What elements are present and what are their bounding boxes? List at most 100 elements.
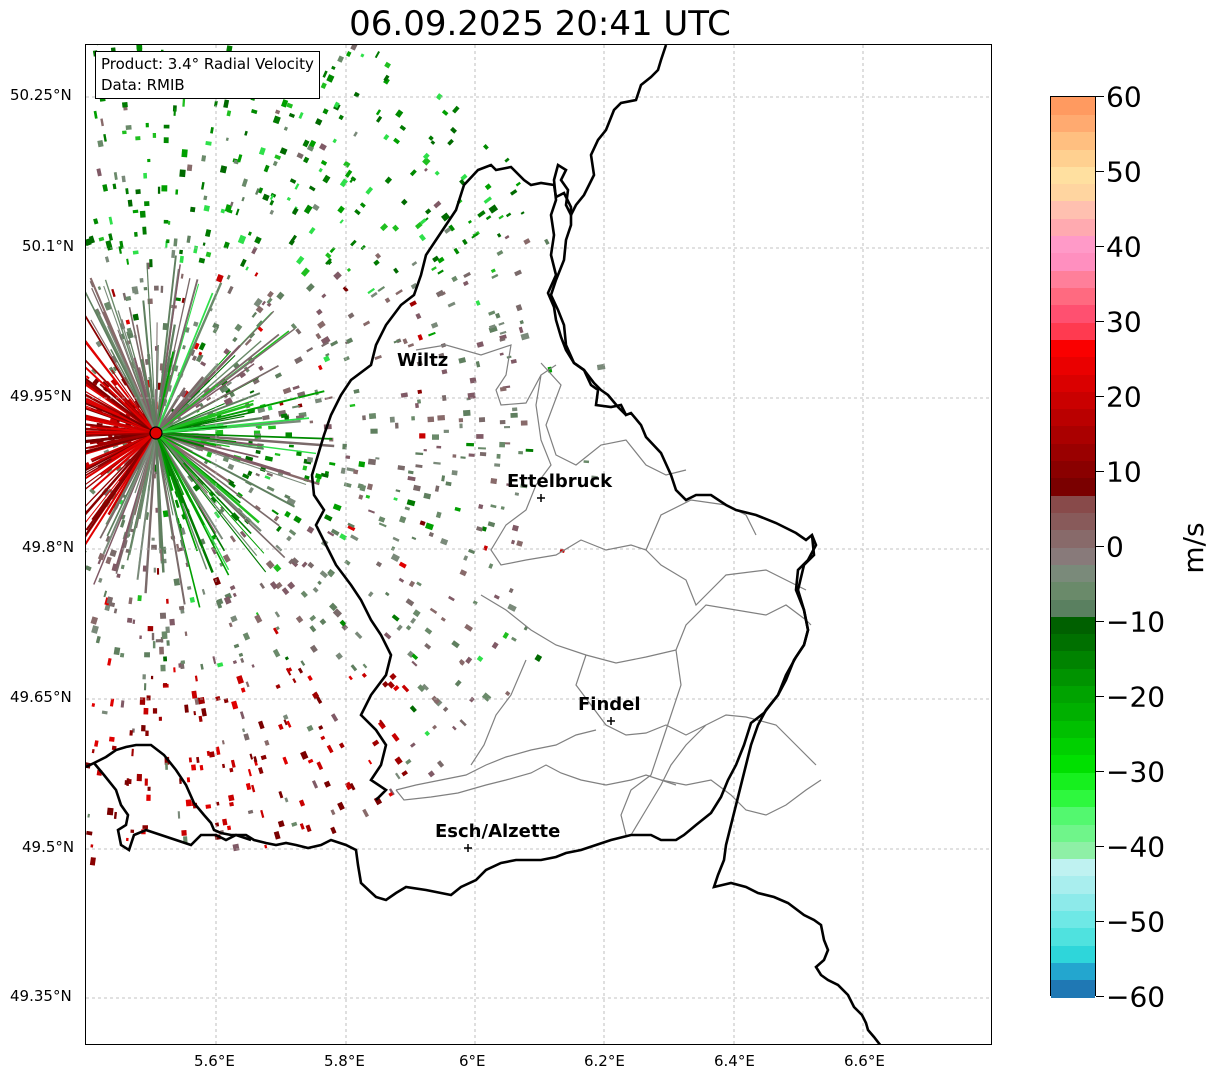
radar-echo-cell xyxy=(191,355,197,362)
radar-echo-cell xyxy=(258,720,265,730)
radar-echo-cell xyxy=(258,147,266,156)
map-area[interactable] xyxy=(85,44,992,1045)
city-label-esch-alzette: Esch/Alzette xyxy=(435,821,561,842)
radar-echo-cell xyxy=(156,568,160,575)
radar-echo-cell xyxy=(189,596,195,603)
canton-border xyxy=(705,714,817,766)
radar-echo-cell xyxy=(343,482,352,488)
radar-echo-cell xyxy=(91,368,98,375)
radar-ray xyxy=(155,340,262,434)
radar-echo-cell xyxy=(504,690,511,697)
radar-echo-cell xyxy=(378,516,386,523)
radar-echo-cell xyxy=(181,830,187,836)
radar-echo-cell xyxy=(428,531,434,538)
colorbar-tick-label: 0 xyxy=(1106,530,1124,564)
colorbar-segment xyxy=(1051,183,1095,202)
radar-echo-cell xyxy=(488,204,499,214)
radar-echo-cell xyxy=(339,619,347,627)
radar-ray xyxy=(86,432,157,531)
radar-echo-cell xyxy=(312,203,320,212)
radar-echo-cell xyxy=(311,780,319,789)
radar-echo-cell xyxy=(206,396,212,402)
radar-echo-cell xyxy=(266,485,275,492)
radar-echo-cell xyxy=(266,297,273,304)
radar-echo-cell xyxy=(157,186,161,194)
radar-ray xyxy=(155,424,271,434)
radar-echo-cell xyxy=(212,322,220,330)
colorbar-segment xyxy=(1051,893,1095,912)
radar-echo-cell xyxy=(257,187,264,194)
radar-echo-cell xyxy=(233,362,241,370)
radar-echo-cell xyxy=(431,266,437,272)
colorbar-segment xyxy=(1051,737,1095,756)
city-marker-icon xyxy=(537,494,545,502)
lon-label: 6.4°E xyxy=(714,1052,755,1070)
radar-echo-cell xyxy=(411,261,418,267)
radar-echo-cell xyxy=(264,844,268,849)
radar-ray xyxy=(86,406,157,434)
radar-echo-cell xyxy=(319,570,329,579)
radar-echo-cell xyxy=(223,348,230,355)
radar-echo-cell xyxy=(162,510,169,518)
colorbar-segment xyxy=(1051,322,1095,340)
radar-echo-cell xyxy=(462,280,469,287)
radar-echo-cell xyxy=(375,252,382,260)
radar-ray xyxy=(146,263,157,434)
radar-ray xyxy=(155,255,177,434)
radar-echo-cell xyxy=(384,297,391,304)
colorbar-segment xyxy=(1051,772,1095,790)
radar-echo-cell xyxy=(314,397,322,404)
radar-echo-cell xyxy=(175,189,179,195)
radar-echo-cell xyxy=(223,397,233,406)
radar-echo-cell xyxy=(144,358,149,366)
radar-echo-cell xyxy=(136,45,143,50)
radar-echo-cell xyxy=(452,105,460,114)
radar-echo-cell xyxy=(126,617,133,623)
colorbar-tick-label: −10 xyxy=(1106,605,1166,639)
radar-echo-cell xyxy=(249,332,256,339)
radar-echo-cell xyxy=(301,561,308,568)
radar-echo-cell xyxy=(368,759,373,765)
radar-echo-cell xyxy=(516,540,524,547)
radar-echo-cell xyxy=(185,799,192,807)
radar-echo-cell xyxy=(332,138,337,144)
radar-echo-cell xyxy=(398,577,405,583)
radar-echo-cell xyxy=(409,300,417,307)
radar-echo-cell xyxy=(416,360,423,367)
radar-echo-cell xyxy=(147,158,151,163)
radar-echo-cell xyxy=(229,801,234,807)
lat-label: 49.65°N xyxy=(10,688,72,706)
colorbar-tick xyxy=(1096,546,1104,547)
radar-ray xyxy=(119,412,157,434)
city-markers xyxy=(464,494,615,852)
radar-echo-cell xyxy=(518,451,523,455)
radar-echo-cell xyxy=(407,470,414,475)
radar-echo-cell xyxy=(295,615,304,624)
radar-ray xyxy=(155,432,260,524)
radar-echo-cell xyxy=(306,724,314,732)
radar-echo-cell xyxy=(302,465,308,471)
radar-echo-cell xyxy=(442,706,449,713)
radar-echo-cell xyxy=(358,461,366,468)
radar-echo-cell xyxy=(362,320,371,327)
radar-echo-cell xyxy=(504,235,510,240)
radar-echo-cell xyxy=(186,777,191,783)
radar-echo-cell xyxy=(118,246,122,254)
radar-echo-cell xyxy=(327,530,335,537)
radar-echo-cell xyxy=(261,300,266,306)
radar-ray xyxy=(128,432,157,555)
radar-ray xyxy=(86,432,157,469)
radar-echo-cell xyxy=(330,713,339,722)
radar-ray xyxy=(155,432,280,527)
radar-echo-cell xyxy=(98,236,105,242)
radar-echo-cell xyxy=(354,208,361,216)
radar-echo-cell xyxy=(200,663,204,670)
radar-echo-cell xyxy=(437,414,446,421)
radar-echo-cell xyxy=(415,452,424,456)
radar-echo-cell xyxy=(499,386,507,392)
radar-echo-cell xyxy=(194,675,198,682)
radar-echo-cell xyxy=(362,808,370,818)
radar-echo-cell xyxy=(398,515,407,524)
radar-echo-cell xyxy=(292,678,297,684)
radar-echo-cell xyxy=(477,210,486,218)
